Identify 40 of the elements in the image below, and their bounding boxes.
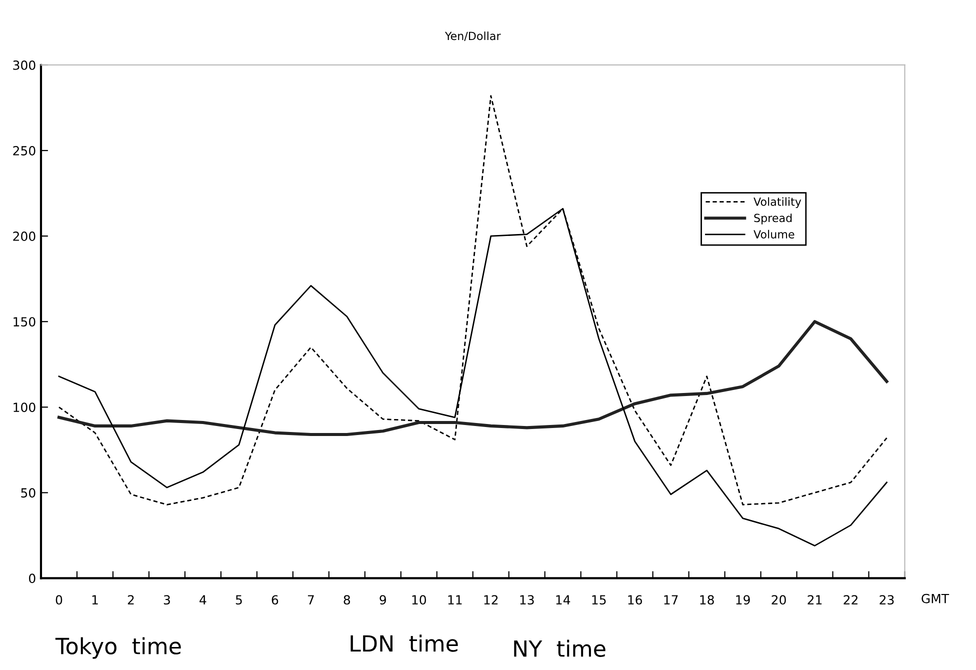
x-tick-label: 13 bbox=[520, 595, 534, 605]
x-tick-label: 5 bbox=[236, 595, 242, 605]
x-tick-label: 1 bbox=[92, 595, 98, 604]
x-tick-label: 11 bbox=[448, 595, 462, 604]
x-tick-label: 6 bbox=[272, 595, 278, 605]
x-tick-label: 20 bbox=[772, 595, 786, 605]
x-tick-label: 17 bbox=[664, 595, 678, 604]
x-tick-label: 19 bbox=[736, 595, 750, 605]
x-tick-label: 18 bbox=[700, 595, 714, 605]
x-tick-label: 16 bbox=[628, 595, 642, 605]
line-series bbox=[57, 320, 888, 436]
x-tick-label: 2 bbox=[128, 595, 134, 604]
x-tick-label: 21 bbox=[808, 595, 822, 604]
y-tick-label: 250 bbox=[13, 146, 36, 156]
text: Tokyo time bbox=[55, 637, 181, 659]
y-tick-label: 100 bbox=[14, 402, 36, 412]
y-tick-label: 300 bbox=[13, 60, 36, 70]
x-tick-label: 23 bbox=[880, 595, 894, 605]
legend-label: Volume bbox=[754, 230, 794, 238]
y-tick-label: 0 bbox=[29, 574, 36, 584]
chart-title: Yen/Dollar bbox=[444, 32, 501, 42]
x-tick-label: 3 bbox=[164, 595, 170, 605]
x-tick-label: 7 bbox=[308, 595, 314, 604]
legend-label: Volatility bbox=[754, 197, 802, 208]
text: NY time bbox=[514, 640, 606, 657]
x-tick-label: 14 bbox=[556, 595, 570, 604]
x-tick-label: 10 bbox=[412, 595, 426, 605]
x-tick-label: 4 bbox=[200, 595, 206, 604]
x-tick-label: 8 bbox=[344, 595, 350, 605]
y-tick-label: 200 bbox=[13, 232, 36, 241]
x-tick-label: 15 bbox=[592, 595, 606, 605]
x-axis-title: GMT bbox=[922, 594, 950, 604]
x-tick-label: 0 bbox=[56, 595, 62, 605]
text: LDN time bbox=[350, 634, 458, 652]
y-tick-label: 50 bbox=[21, 488, 36, 498]
x-tick-label: 12 bbox=[484, 595, 498, 604]
y-tick-label: 150 bbox=[14, 317, 36, 327]
x-tick-label: 22 bbox=[844, 595, 858, 604]
legend-label: Spread bbox=[754, 214, 792, 224]
x-tick-label: 9 bbox=[380, 595, 386, 605]
